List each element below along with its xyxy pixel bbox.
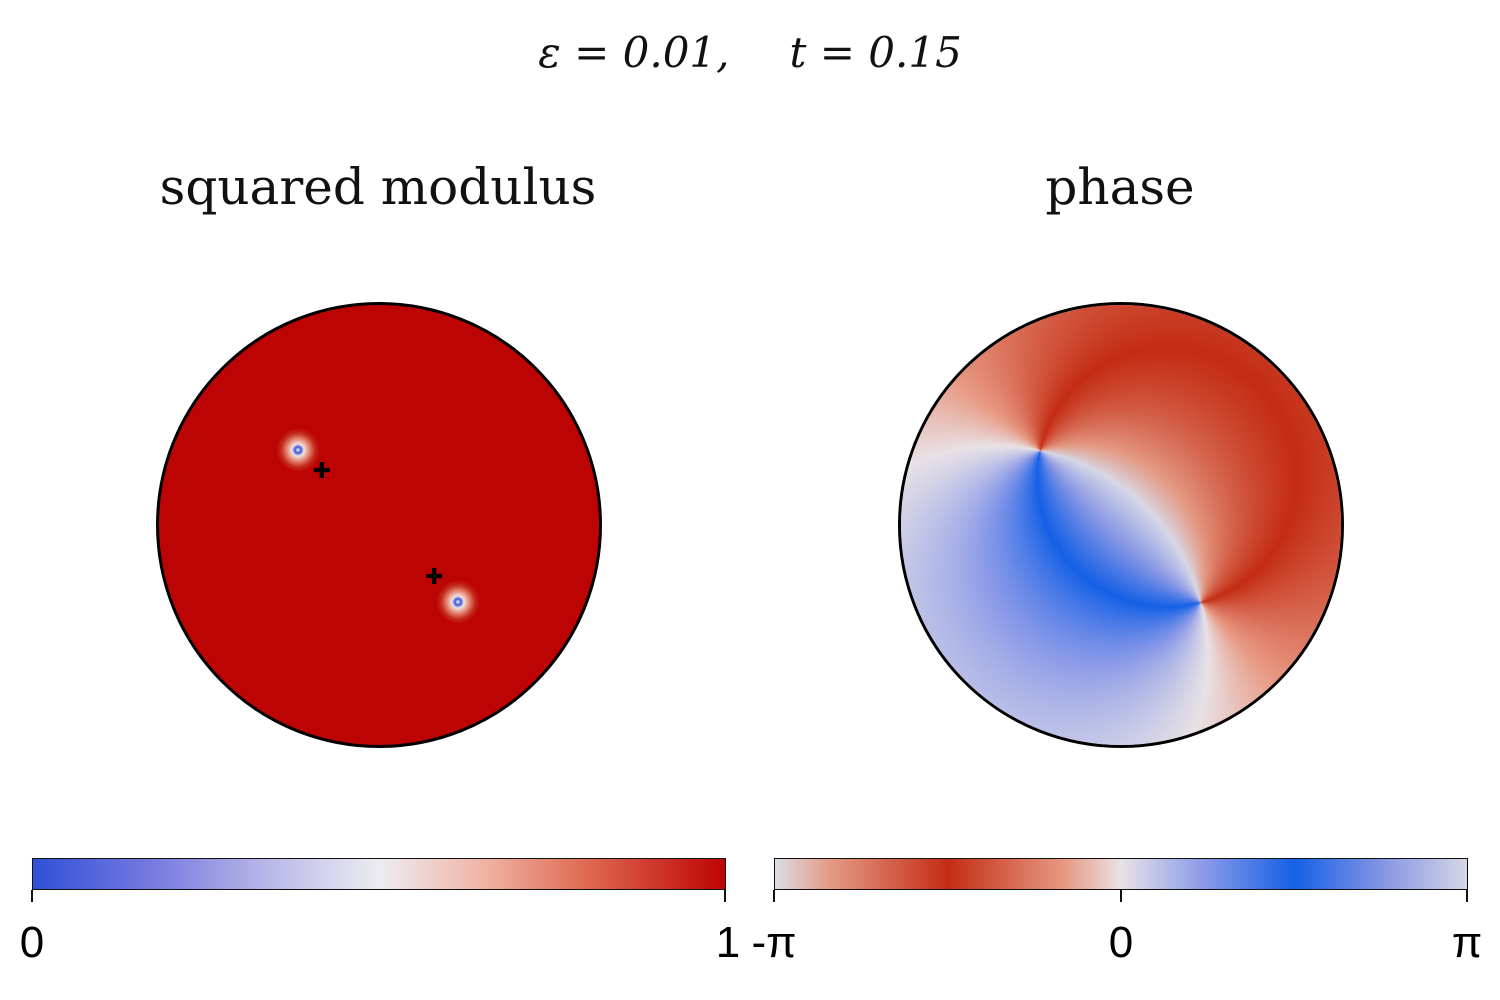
time-label: t = 0.15 bbox=[789, 28, 962, 77]
colorbar-tick-label: 0 bbox=[19, 918, 45, 967]
plus-marker-icon: ✚ bbox=[425, 564, 444, 590]
colorbar-tick bbox=[31, 890, 33, 902]
phase-field bbox=[901, 305, 1341, 745]
vortex-core bbox=[436, 580, 481, 624]
colorbar-tick bbox=[773, 890, 775, 902]
phase-disc bbox=[898, 302, 1344, 748]
modulus-disc bbox=[156, 302, 602, 748]
vortex-core bbox=[275, 428, 320, 473]
phase-colorbar bbox=[774, 858, 1468, 890]
colorbar-tick bbox=[1120, 890, 1122, 902]
colorbar-tick-label: -π bbox=[751, 918, 797, 967]
colorbar-tick bbox=[1466, 890, 1468, 902]
modulus-colorbar bbox=[32, 858, 726, 890]
colorbar-tick-label: 0 bbox=[1108, 918, 1134, 967]
colorbar-tick bbox=[724, 890, 726, 902]
figure-title: ε = 0.01, t = 0.15 bbox=[0, 28, 1500, 77]
modulus-panel-title: squared modulus bbox=[159, 158, 597, 216]
epsilon-label: ε = 0.01, bbox=[538, 28, 730, 77]
phase-plot bbox=[898, 302, 1344, 748]
colorbar-tick-label: π bbox=[1451, 918, 1483, 967]
modulus-plot: ✚ ✚ bbox=[156, 302, 602, 748]
colorbar-tick-label: 1 bbox=[715, 918, 741, 967]
phase-panel-title: phase bbox=[1045, 158, 1195, 216]
plus-marker-icon: ✚ bbox=[312, 459, 332, 485]
